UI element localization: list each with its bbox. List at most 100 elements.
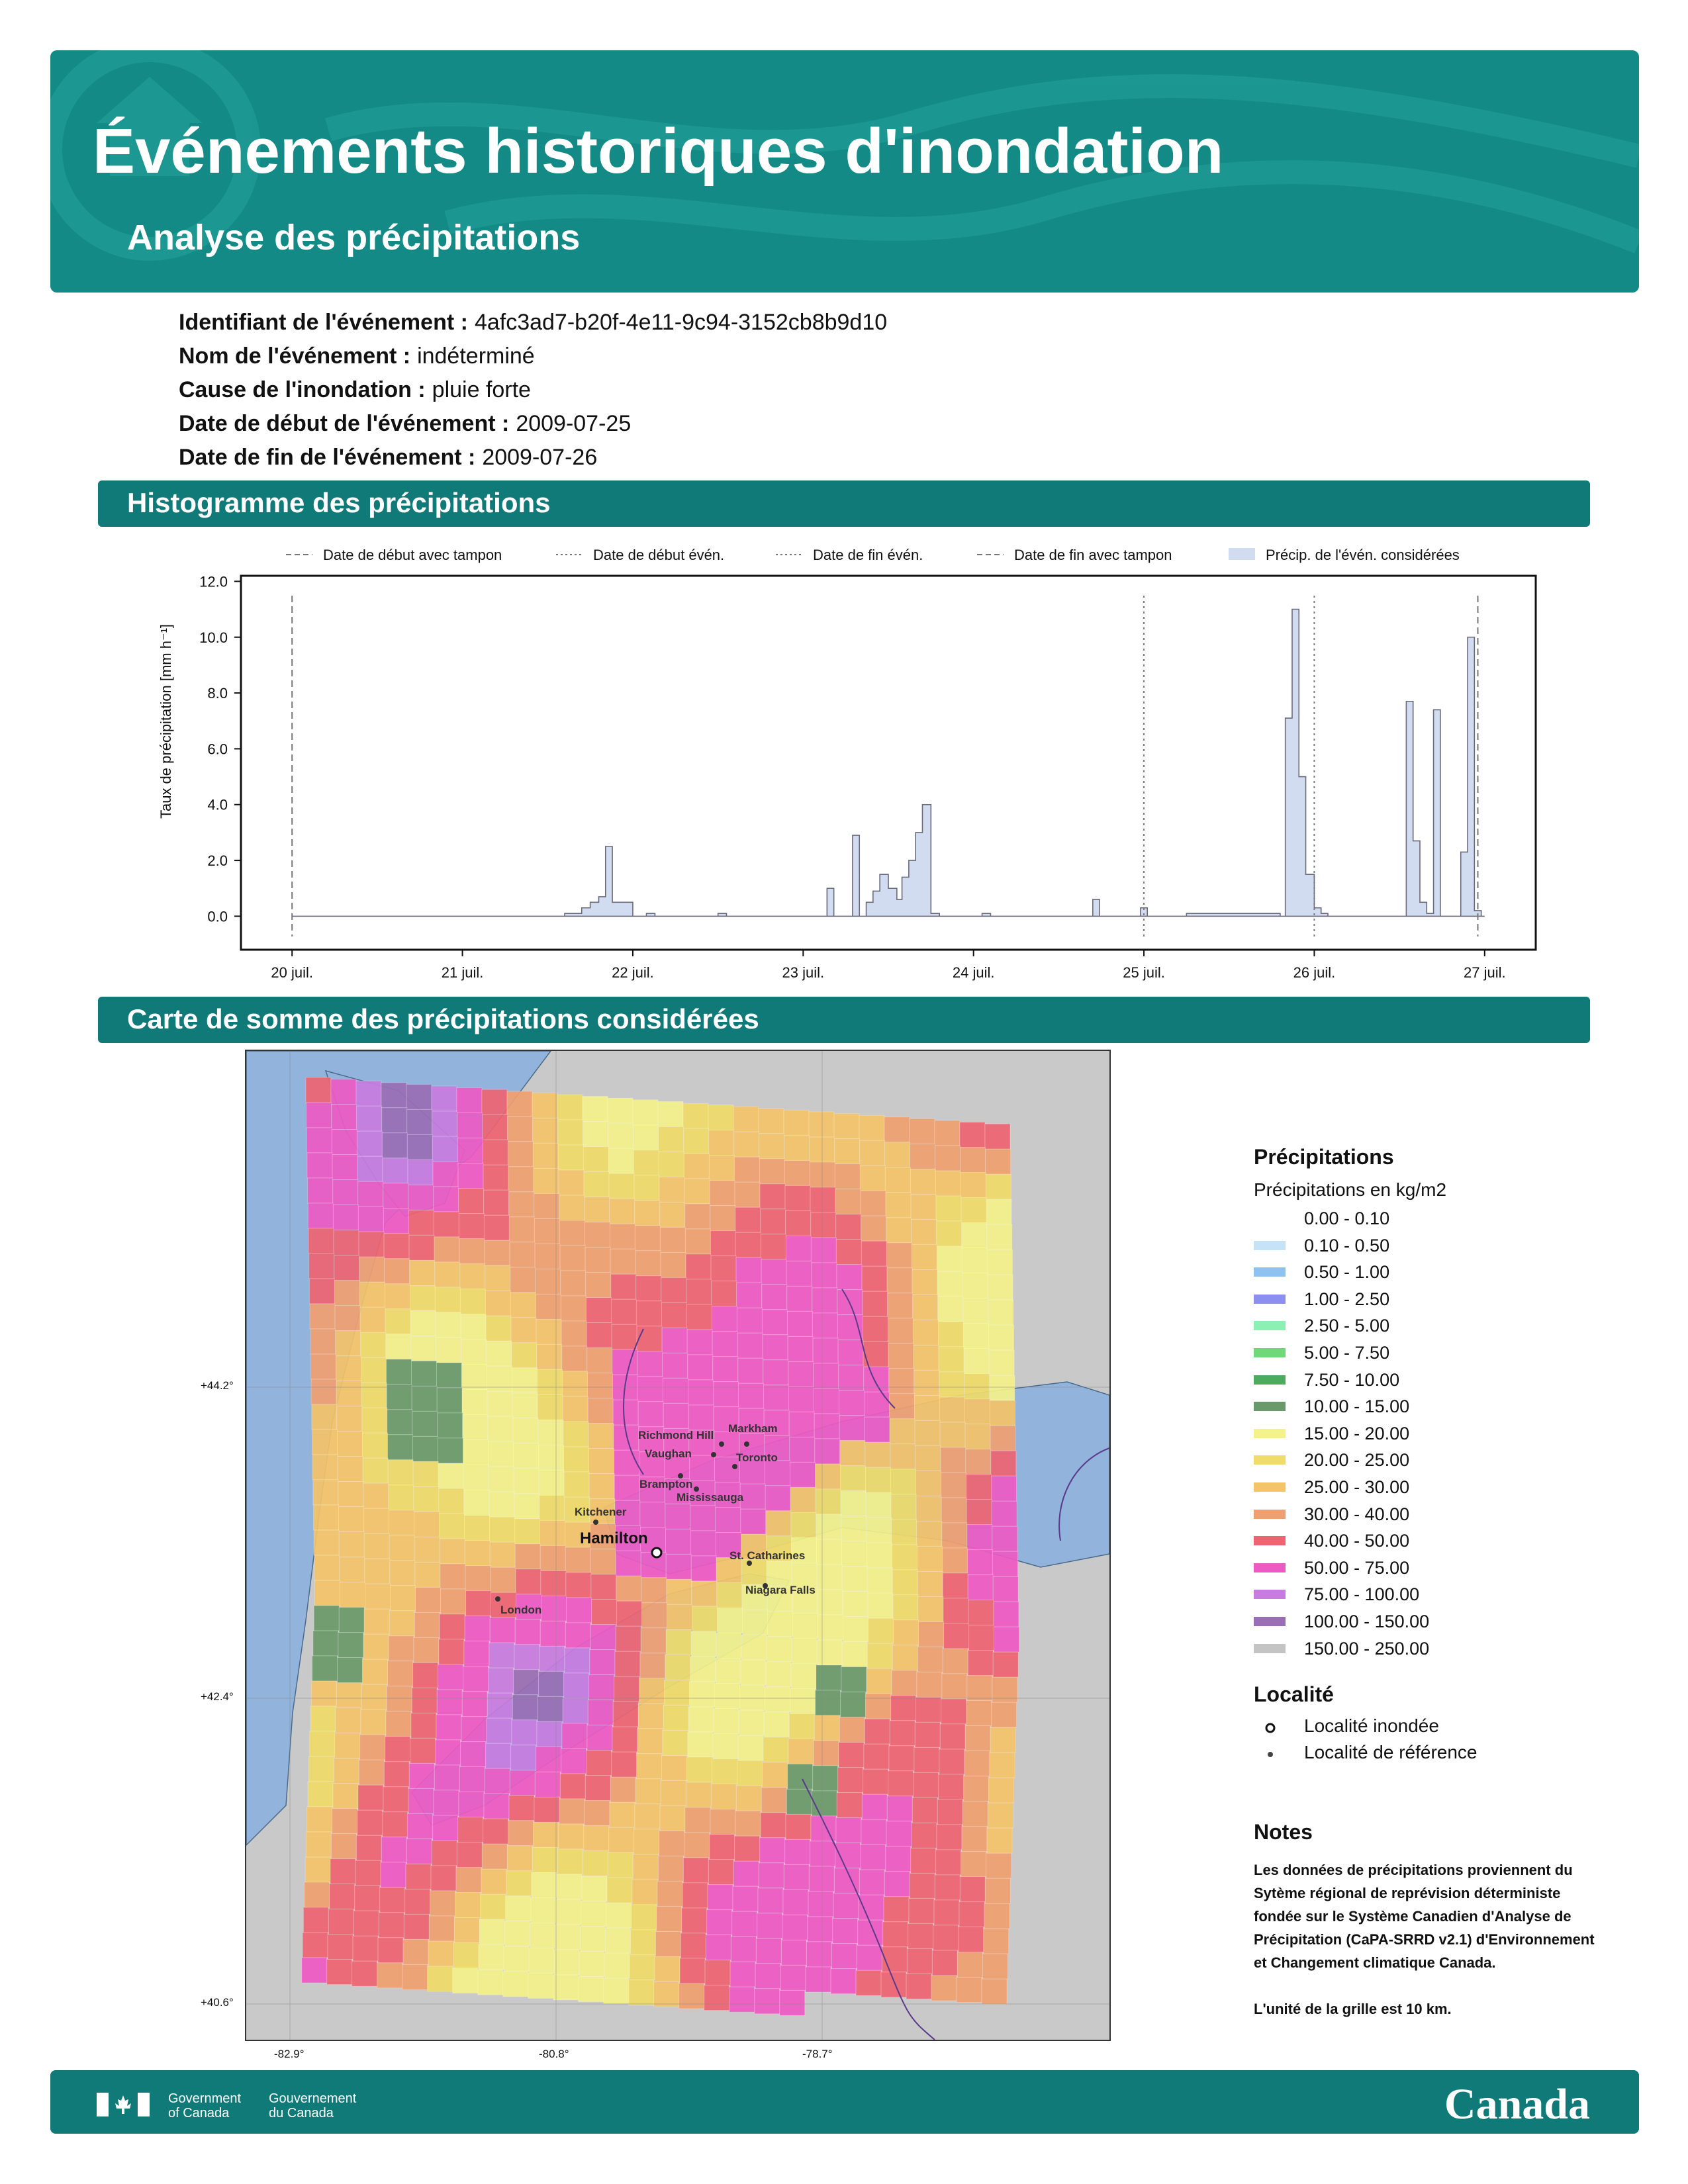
- precip-grid-cell: [685, 1253, 712, 1280]
- precip-grid-cell: [812, 1312, 838, 1339]
- precip-grid-cell: [633, 1150, 659, 1176]
- precip-grid-cell: [690, 1530, 717, 1557]
- locality-kitchener[interactable]: Kitchener: [575, 1506, 627, 1525]
- precip-grid-cell: [959, 1122, 986, 1148]
- precip-grid-cell: [714, 1432, 740, 1458]
- precip-grid-cell: [539, 1545, 566, 1571]
- precip-grid-cell: [931, 1950, 958, 1976]
- precip-grid-cell: [892, 1645, 918, 1671]
- precip-grid-cell: [434, 1261, 461, 1288]
- precip-grid-cell: [412, 1435, 439, 1462]
- precip-grid-cell: [508, 1795, 535, 1821]
- locality-niagara-falls[interactable]: Niagara Falls: [745, 1583, 816, 1596]
- precip-grid-cell: [509, 1242, 536, 1268]
- precip-grid-cell: [383, 1208, 409, 1234]
- x-tick-label: 21 juil.: [442, 964, 484, 981]
- precip-grid-cell: [933, 1899, 960, 1926]
- precip-grid-cell: [541, 1595, 567, 1621]
- precip-grid-cell: [489, 1642, 515, 1668]
- legend-entry-label: Date de début avec tampon: [323, 547, 502, 563]
- precip-grid-cell: [716, 1633, 742, 1659]
- precip-grid-cell: [338, 1632, 364, 1659]
- precip-grid-cell: [485, 1315, 512, 1342]
- precip-grid-cell: [363, 1633, 389, 1660]
- locality-markham[interactable]: Markham: [728, 1422, 778, 1447]
- precip-grid-cell: [840, 1490, 867, 1517]
- event-cause-label: Cause de l'inondation :: [179, 377, 426, 402]
- precip-grid-cell: [463, 1490, 490, 1516]
- precip-grid-cell: [812, 1338, 839, 1364]
- precip-grid-cell: [553, 1949, 580, 1976]
- precip-grid-cell: [511, 1342, 538, 1369]
- x-tick-label: 25 juil.: [1123, 964, 1165, 981]
- precip-grid-cell: [986, 1852, 1012, 1879]
- precip-grid-cell: [964, 1398, 990, 1425]
- locality-vaughan[interactable]: Vaughan: [645, 1447, 716, 1460]
- precip-grid-cell: [816, 1639, 843, 1666]
- precip-grid-cell: [735, 1810, 761, 1837]
- locality-richmond-hill[interactable]: Richmond Hill: [638, 1429, 724, 1447]
- precip-grid-cell: [658, 1151, 684, 1177]
- precip-grid-cell: [638, 1426, 665, 1453]
- precip-grid-cell: [761, 1309, 788, 1336]
- precip-grid-cell: [589, 1649, 616, 1676]
- locality-toronto[interactable]: Toronto: [732, 1451, 778, 1469]
- legend-flooded-label: Localité inondée: [1304, 1715, 1439, 1736]
- event-cause-value: pluie forte: [432, 377, 531, 402]
- precip-grid-cell: [631, 1904, 657, 1931]
- precip-grid-cell: [335, 1355, 361, 1382]
- locality-london[interactable]: London: [495, 1596, 541, 1616]
- precip-grid-cell: [859, 1165, 886, 1191]
- precip-grid-cell: [614, 1475, 640, 1501]
- precip-grid-cell: [508, 1216, 535, 1243]
- precip-grid-cell: [635, 1778, 661, 1805]
- precip-grid-cell: [407, 1159, 434, 1185]
- precip-grid-cell: [310, 1328, 336, 1355]
- precip-grid-cell: [859, 1140, 886, 1166]
- precip-grid-cell: [634, 1803, 661, 1830]
- precip-grid-cell: [385, 1359, 412, 1385]
- precip-grid-cell: [886, 1242, 912, 1269]
- map-canvas[interactable]: Richmond Hill Markham Vaughan Toronto Br…: [246, 1051, 1109, 2040]
- precip-grid-cell: [362, 1659, 389, 1685]
- precip-grid-cell: [935, 1145, 961, 1171]
- locality-hamilton[interactable]: Hamilton: [580, 1529, 663, 1559]
- legend-color-swatch: [1254, 1617, 1286, 1626]
- precip-grid-cell: [433, 1790, 459, 1816]
- precip-grid-cell: [536, 1343, 563, 1370]
- precip-grid-cell: [507, 1116, 534, 1142]
- locality-mississauga[interactable]: Mississauga: [677, 1486, 744, 1504]
- precip-grid-cell: [389, 1560, 416, 1586]
- precip-grid-cell: [936, 1824, 962, 1850]
- precip-grid-cell: [334, 1305, 361, 1332]
- legend-class-label: 0.50 - 1.00: [1304, 1262, 1390, 1283]
- precip-grid-cell: [537, 1394, 563, 1420]
- precip-grid-cell: [880, 1972, 907, 1998]
- precip-grid-cell: [529, 1922, 555, 1948]
- locality-brampton[interactable]: Brampton: [639, 1473, 692, 1490]
- precip-grid-cell: [387, 1434, 414, 1461]
- precip-grid-cell: [784, 1134, 810, 1161]
- precip-grid-cell: [835, 1843, 861, 1869]
- precip-grid-cell: [810, 1841, 836, 1867]
- precip-grid-cell: [610, 1248, 636, 1275]
- precipitation-map[interactable]: Richmond Hill Markham Vaughan Toronto Br…: [245, 1050, 1111, 2041]
- map-section-title: Carte de somme des précipitations consid…: [127, 1003, 759, 1034]
- precip-grid-cell: [332, 1783, 359, 1809]
- precip-grid-cell: [816, 1564, 843, 1590]
- locality-st-catharines[interactable]: St. Catharines: [729, 1549, 805, 1566]
- precip-grid-cell: [810, 1815, 837, 1842]
- precip-grid-cell: [310, 1706, 336, 1732]
- precip-grid-cell: [893, 1619, 919, 1646]
- precip-grid-cell: [712, 1733, 739, 1760]
- precip-grid-cell: [861, 1794, 888, 1820]
- precip-grid-cell: [665, 1503, 691, 1529]
- precip-grid-cell: [608, 1122, 634, 1149]
- precip-grid-cell: [559, 1245, 586, 1271]
- precip-grid-cell: [689, 1480, 716, 1506]
- legend-class-label: 2.50 - 5.00: [1304, 1316, 1390, 1336]
- precip-grid-cell: [641, 1577, 667, 1604]
- precip-grid-cell: [842, 1591, 868, 1617]
- precip-grid-cell: [506, 1870, 532, 1897]
- precip-grid-cell: [562, 1698, 588, 1724]
